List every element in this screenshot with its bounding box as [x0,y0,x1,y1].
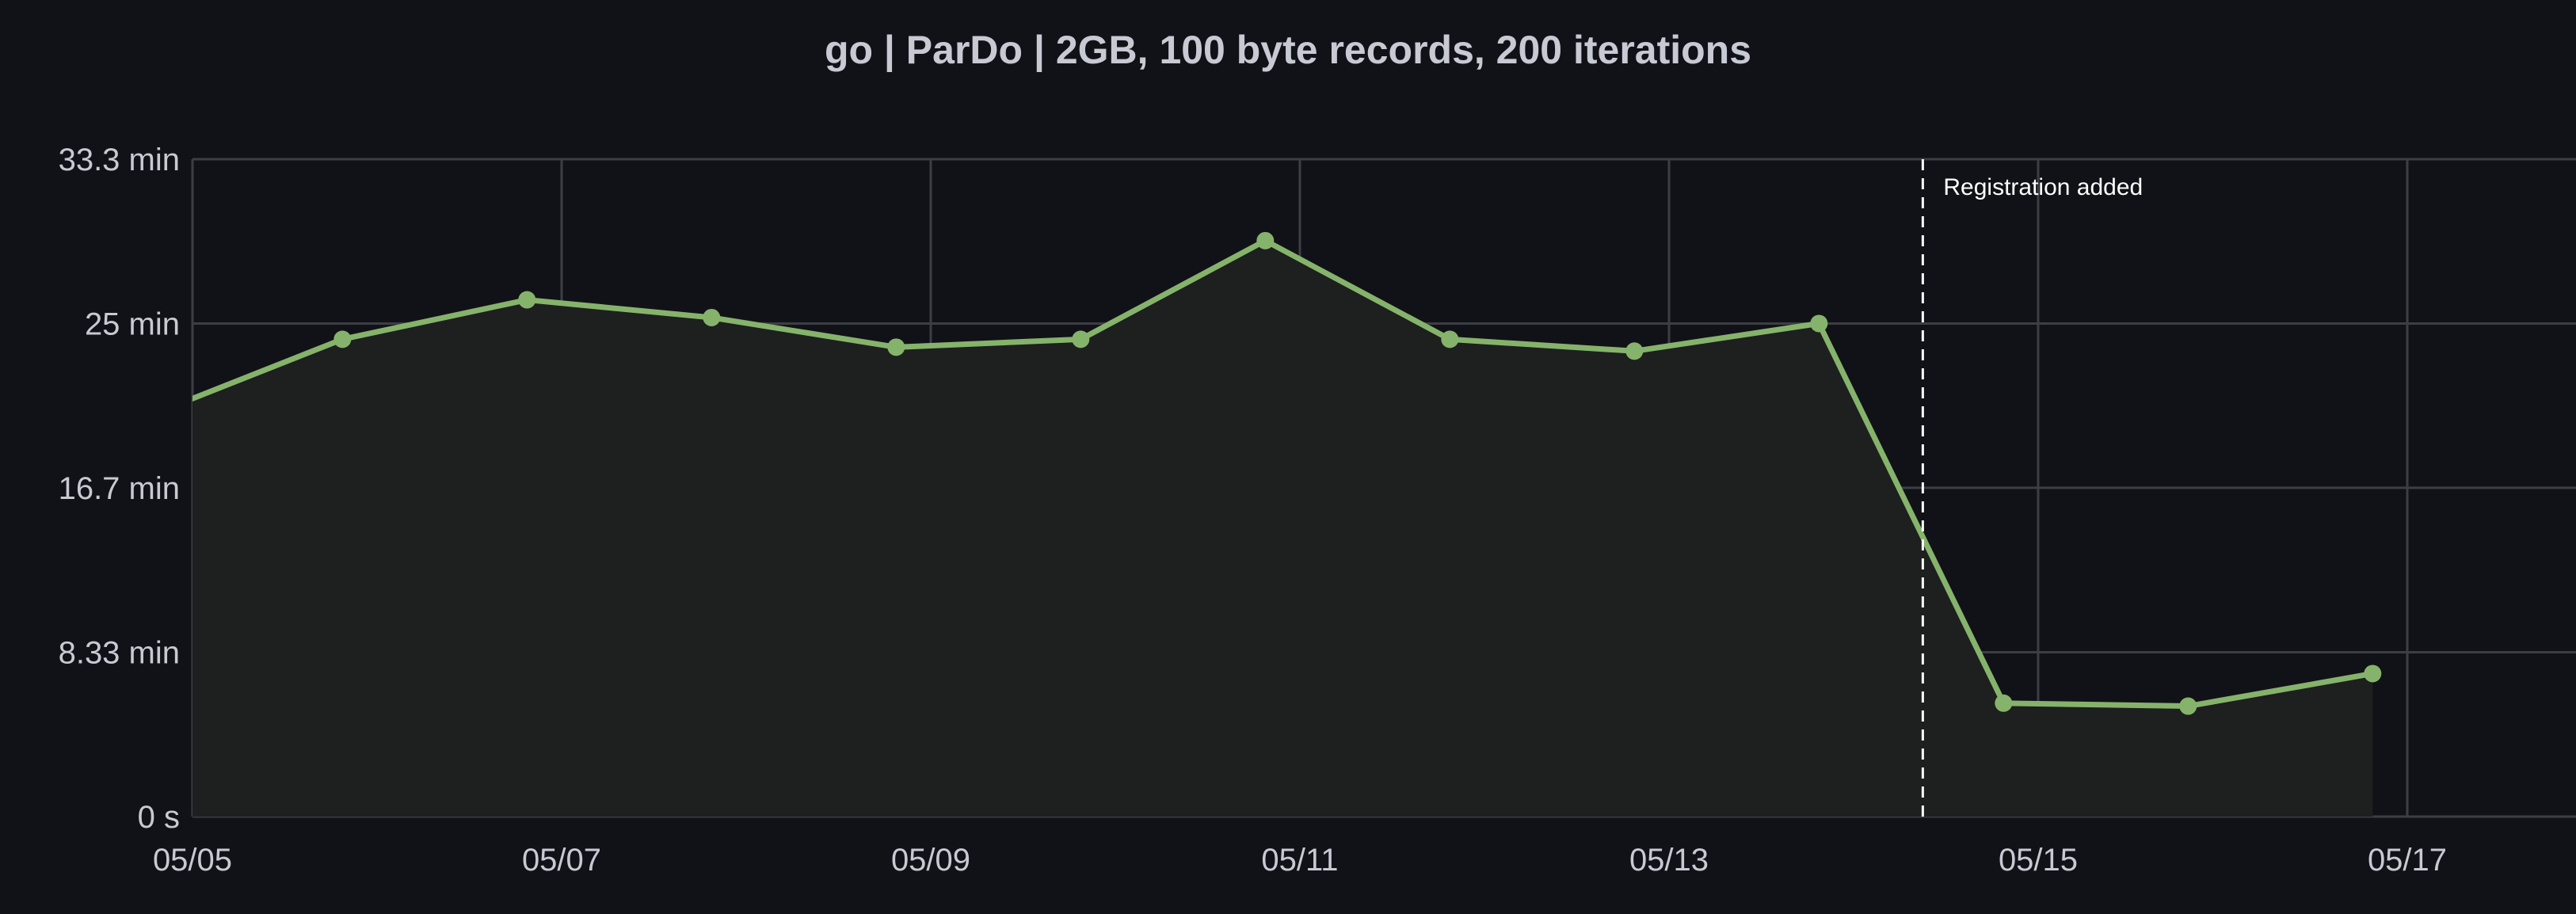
data-point [1072,330,1090,348]
x-tick-label: 05/07 [522,843,601,878]
y-tick-label: 0 s [138,800,180,835]
data-point [1810,314,1828,333]
data-point [2364,665,2382,683]
data-point [1256,231,1275,249]
y-tick-label: 8.33 min [59,636,180,671]
series-group [149,231,2382,817]
data-point [2179,697,2197,715]
data-point [333,330,352,348]
data-point [149,403,166,421]
y-tick-label: 16.7 min [59,471,180,506]
x-tick-label: 05/09 [891,843,970,878]
data-point [1441,330,1459,348]
data-point [887,338,905,356]
x-tick-label: 05/17 [2368,843,2447,878]
x-tick-label: 05/15 [1999,843,2078,878]
data-point [518,291,536,309]
data-point [1625,342,1644,360]
x-tick-label: 05/11 [1261,843,1338,878]
series-area [192,240,2373,817]
x-tick-label: 05/05 [153,843,232,878]
y-tick-label: 25 min [85,307,180,341]
data-point [703,308,721,326]
x-tick-label: 05/13 [1629,843,1709,878]
y-tick-label: 33.3 min [59,143,180,177]
data-point [1995,694,2013,712]
chart-title: go | ParDo | 2GB, 100 byte records, 200 … [824,28,1752,72]
annotation-label: Registration added [1943,174,2143,200]
